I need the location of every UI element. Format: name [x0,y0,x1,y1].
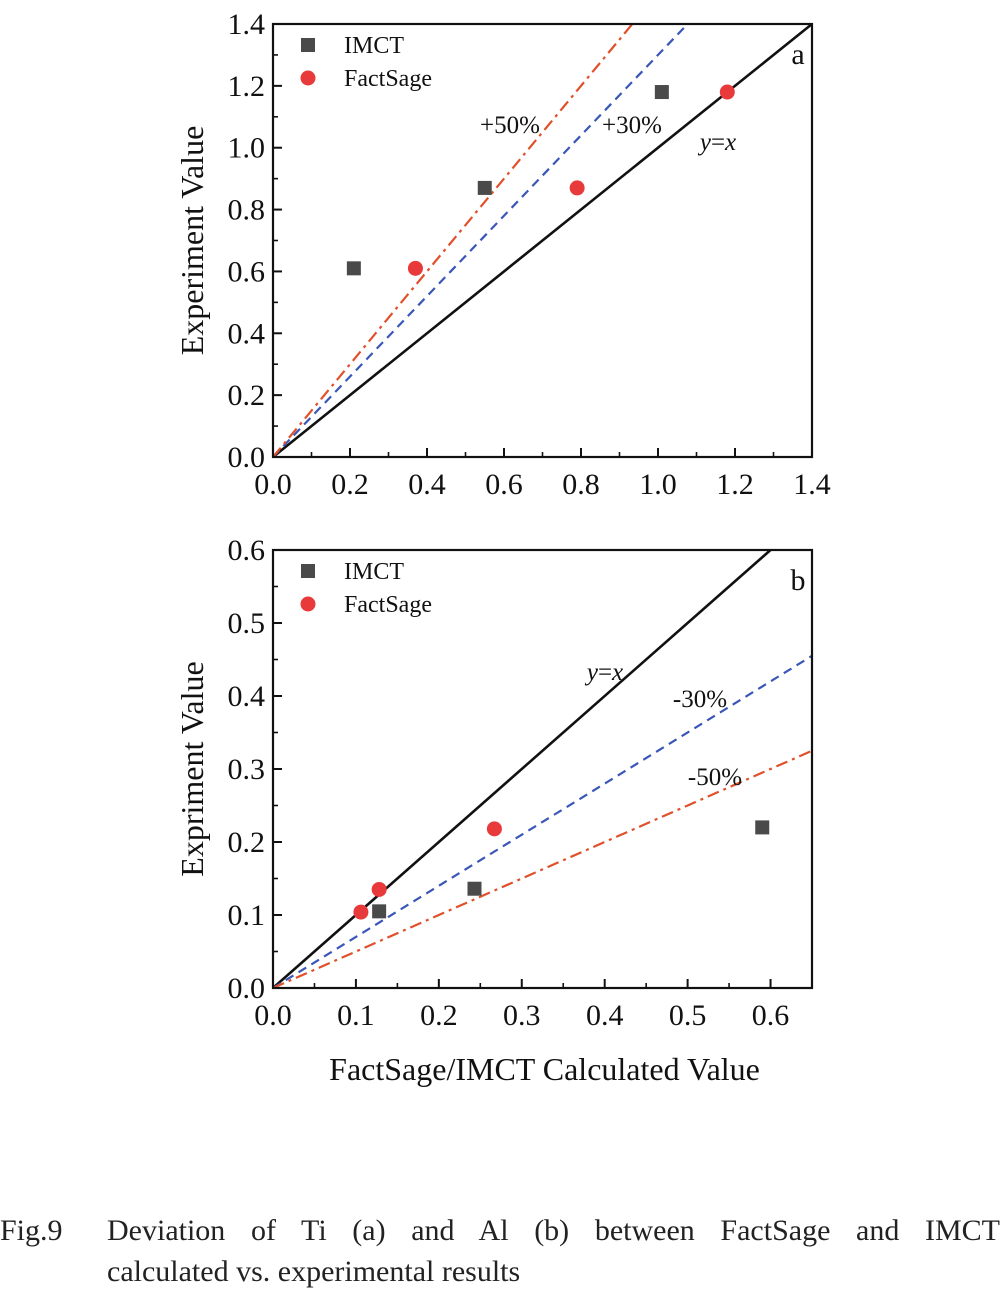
figure: y=x+30%+50%0.0 0.2 0.4 0.6 0.8 1.0 1.2 1.40.00.… [174,8,831,1087]
x-tick-label: 0.0 [254,468,292,501]
legend-marker-factsage [300,596,316,612]
reference-label-30: -30% [673,686,727,713]
x-tick-label: 0.2 [331,468,369,501]
x-tick-label: 0.6 [752,999,790,1032]
panel-label: b [791,564,806,597]
legend-marker-factsage [300,70,316,86]
caption-number: Fig.9 [0,1214,63,1247]
legend-label-imct: IMCT [344,559,404,585]
legend-label-factsage: FactSage [344,66,432,92]
x-tick-label: 1.0 [639,468,677,501]
x-tick-label: 1.4 [793,468,831,501]
data-point-imct [467,881,482,896]
reference-label-50: -50% [688,764,742,791]
y-tick-label: 0.5 [228,607,266,640]
y-tick-label: 0.1 [228,899,266,932]
x-tick-label: 0.0 [254,999,292,1032]
reference-label-50: +50% [480,112,540,139]
x-tick-label: 0.4 [408,468,446,501]
data-point-imct [755,820,770,835]
y-tick-label: 1.4 [228,8,266,41]
data-point-factsage [719,84,735,100]
panel-label: a [791,38,804,71]
y-tick-label: 0.4 [228,680,266,713]
reference-line-30 [273,654,812,988]
reference-label-yx: y=x [697,129,736,156]
y-tick-label: 1.0 [228,132,266,165]
data-point-factsage [486,821,502,837]
x-tick-label: 1.2 [716,468,754,501]
x-tick-label: 0.8 [562,468,600,501]
data-point-imct [477,180,492,195]
x-tick-label: 0.1 [337,999,375,1032]
caption-line-2: calculated vs. experimental results [107,1255,521,1288]
y-tick-label: 0.8 [228,194,266,227]
data-point-imct [372,904,387,919]
y-tick-label: 0.6 [228,534,266,567]
x-tick-label: 0.2 [420,999,458,1032]
legend-label-imct: IMCT [344,33,404,59]
data-point-imct [346,261,361,276]
y-tick-label: 0.3 [228,753,266,786]
caption-line-1: Deviation of Ti (a) and Al (b) between F… [107,1214,1000,1247]
data-point-factsage [353,904,369,920]
legend-marker-imct [301,38,315,52]
x-tick-label: 0.3 [503,999,541,1032]
y-tick-label: 0.0 [228,972,266,1005]
data-point-factsage [371,881,387,897]
data-point-factsage [569,180,585,196]
reference-line-50 [273,749,812,988]
data-point-imct [654,85,669,100]
y-axis-label: Experiment Value [174,126,210,356]
reference-label-yx: y=x [584,659,623,686]
y-tick-label: 0.2 [228,826,266,859]
y-tick-label: 0.6 [228,255,266,288]
y-axis-label: Expriment Value [174,661,210,876]
y-tick-label: 0.0 [228,441,266,474]
legend-label-factsage: FactSage [344,592,432,618]
reference-label-30: +30% [602,112,662,139]
data-point-factsage [407,260,423,276]
y-tick-label: 1.2 [228,70,266,103]
x-tick-label: 0.6 [485,468,523,501]
y-tick-label: 0.2 [228,379,266,412]
x-axis-label: FactSage/IMCT Calculated Value [329,1051,760,1087]
x-tick-label: 0.5 [669,999,707,1032]
legend-marker-imct [301,564,315,578]
y-tick-label: 0.4 [228,317,266,350]
x-tick-label: 0.4 [586,999,624,1032]
